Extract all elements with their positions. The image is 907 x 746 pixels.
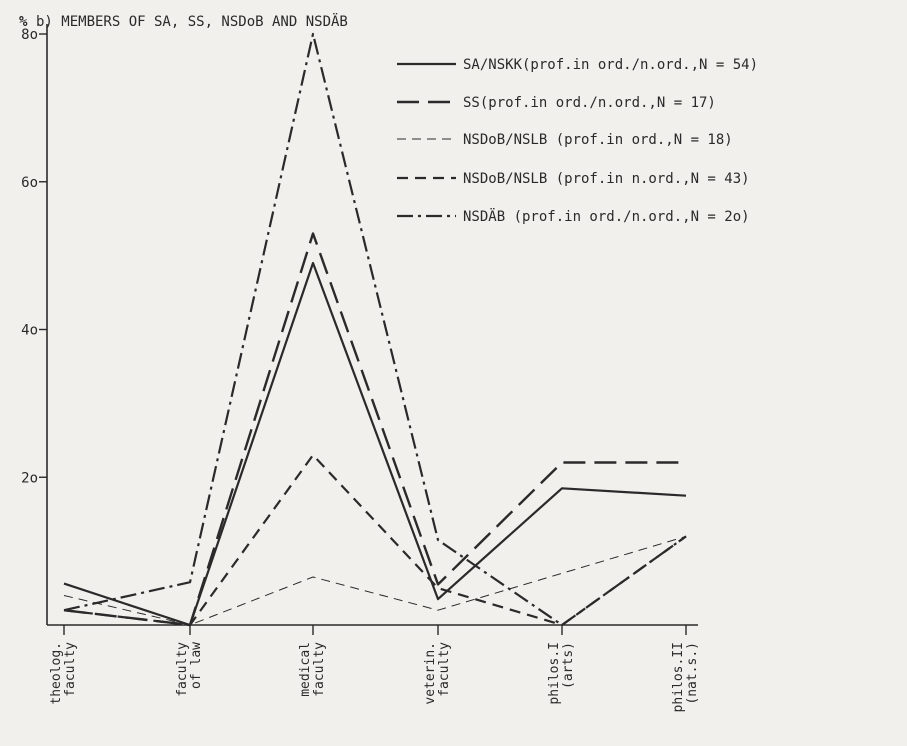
x-tick-label: faculty (175, 642, 190, 697)
y-tick-label: 6o (21, 175, 38, 191)
legend-label-1: SA/NSKK(prof.in ord./n.ord.,N = 54) (463, 57, 758, 73)
chart-title: b) MEMBERS OF SA, SS, NSDoB AND NSDÄB (36, 12, 348, 30)
x-tick-label: faculty (437, 642, 452, 697)
series-lines (63, 32, 687, 627)
series-line-2 (63, 232, 686, 627)
x-tick-label: faculty (63, 642, 78, 697)
series-line-5 (63, 32, 687, 627)
series-line-1 (63, 261, 687, 627)
legend-label-3: NSDoB/NSLB (prof.in ord.,N = 18) (463, 132, 733, 148)
y-tick-label: 2o (21, 470, 38, 486)
chart-title-prefix: % (19, 14, 28, 30)
x-tick-label: veterin. (423, 642, 438, 705)
y-tick-label: 4o (21, 323, 38, 339)
x-tick-label: (arts) (561, 642, 576, 689)
series-line-3 (63, 535, 687, 626)
x-tick-label: faculty (312, 642, 327, 697)
x-tick-label: theolog. (49, 642, 64, 705)
series-line-4 (63, 454, 687, 627)
x-tick-label: (nat.s.) (685, 642, 700, 705)
legend: SA/NSKK(prof.in ord./n.ord.,N = 54) SS(pr… (397, 57, 758, 225)
x-tick-label: philos.I (547, 642, 562, 705)
x-tick-label: medical (298, 642, 313, 697)
legend-label-2: SS(prof.in ord./n.ord.,N = 17) (463, 95, 716, 111)
y-tick-label: 8o (21, 27, 38, 43)
x-tick-label: of law (189, 642, 204, 689)
legend-label-5: NSDÄB (prof.in ord./n.ord.,N = 2o) (463, 207, 750, 225)
legend-label-4: NSDoB/NSLB (prof.in n.ord.,N = 43) (463, 171, 750, 187)
x-tick-label: philos.II (671, 642, 686, 712)
